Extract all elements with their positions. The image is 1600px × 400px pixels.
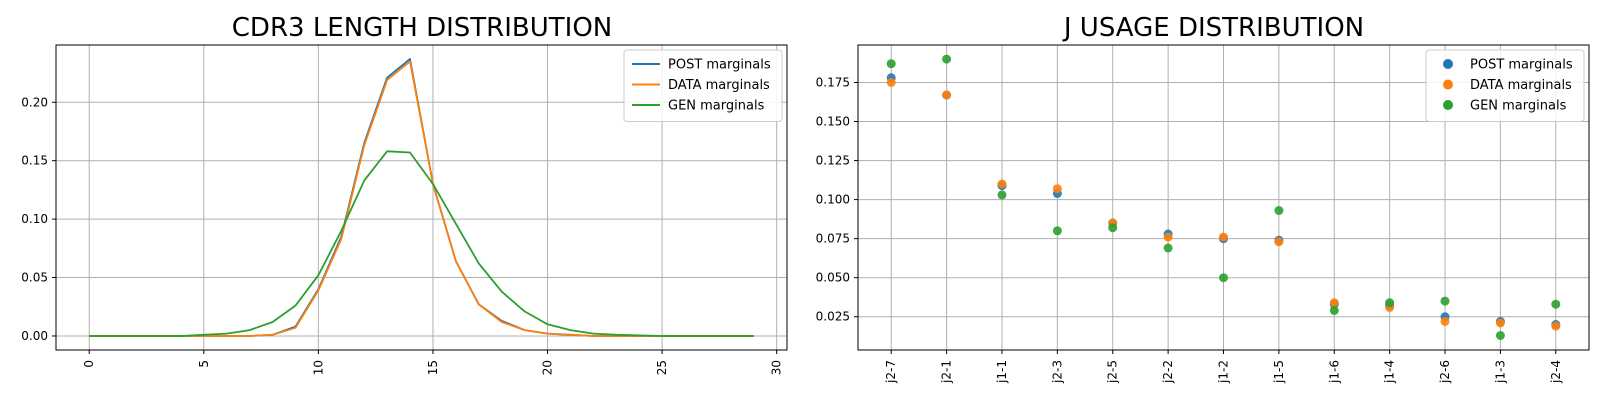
- y-tick-label: 0.15: [21, 154, 48, 168]
- legend-box: [623, 49, 783, 122]
- point-gen-marginals-j1-3: [1495, 331, 1505, 340]
- point-gen-marginals-j1-6: [1329, 306, 1339, 315]
- x-tick-label: j2-1: [940, 360, 954, 384]
- j-usage-chart: J USAGE DISTRIBUTION j2-7 j2-1 j1-1 j2-3 j2-…: [816, 13, 1590, 384]
- x-tick-label: 15: [426, 360, 440, 375]
- point-data-marginals-j2-4: [1551, 321, 1561, 331]
- x-tick-label: j2-5: [1106, 360, 1120, 384]
- point-gen-marginals-j1-2: [1219, 273, 1228, 283]
- legend-box: [1425, 49, 1585, 122]
- x-tick-label: j1-3: [1493, 360, 1507, 384]
- series-line-gen-marginals: [89, 150, 754, 337]
- point-data-marginals-j1-1: [997, 179, 1007, 189]
- x-tick-label: 25: [655, 360, 669, 375]
- legend-label-gen-marginals: GEN marginals: [1470, 99, 1567, 114]
- point-data-marginals-j1-6: [1329, 298, 1339, 308]
- point-data-marginals-j1-3: [1495, 318, 1505, 328]
- x-tick-label: j1-4: [1383, 360, 1397, 384]
- legend-label-gen-marginals: GEN marginals: [668, 99, 765, 114]
- legend-label-data-marginals: DATA marginals: [668, 78, 770, 93]
- y-tick-label: 0.125: [816, 154, 850, 168]
- point-gen-marginals-j1-4: [1385, 298, 1395, 308]
- y-axis-ticks: 0.025 0.050 0.075 0.100 0.125 0.150 0.175: [816, 75, 858, 324]
- x-tick-label: 5: [197, 360, 211, 368]
- legend-label-data-marginals: DATA marginals: [1470, 78, 1572, 93]
- point-gen-marginals-j2-6: [1440, 296, 1450, 306]
- legend-swatch-data-marginals: [1443, 79, 1453, 90]
- x-tick-label: j2-2: [1161, 360, 1175, 384]
- point-gen-marginals-j2-5: [1108, 223, 1118, 233]
- x-tick-label: 30: [770, 360, 784, 375]
- y-tick-label: 0.20: [21, 95, 48, 109]
- plot-marks: [89, 58, 754, 337]
- x-tick-label: j2-3: [1050, 360, 1064, 384]
- x-tick-label: j2-6: [1438, 360, 1452, 384]
- x-tick-label: 0: [82, 360, 96, 368]
- y-tick-label: 0.00: [21, 329, 48, 343]
- point-gen-marginals-j2-4: [1551, 299, 1561, 309]
- point-data-marginals-j1-2: [1219, 232, 1228, 242]
- plot-marks: [886, 54, 1561, 340]
- axes-frame: [55, 44, 788, 351]
- point-data-marginals-j2-7: [886, 78, 896, 87]
- point-data-marginals-j2-6: [1440, 316, 1450, 326]
- point-gen-marginals-j2-1: [942, 54, 952, 64]
- x-tick-label: 10: [311, 360, 325, 375]
- point-gen-marginals-j1-5: [1274, 206, 1284, 215]
- y-tick-label: 0.05: [21, 271, 48, 285]
- point-gen-marginals-j2-3: [1052, 226, 1062, 236]
- chart-legend: POST marginals DATA marginals GEN marginal…: [623, 49, 783, 122]
- x-tick-label: j1-5: [1272, 360, 1286, 384]
- legend-swatch-gen-marginals: [1443, 100, 1453, 110]
- x-tick-label: j1-1: [995, 360, 1009, 384]
- y-tick-label: 0.075: [816, 232, 850, 246]
- y-tick-label: 0.10: [21, 212, 48, 226]
- x-axis-ticks: 0 5 10 15 20 25 30: [82, 350, 784, 375]
- chart-legend: POST marginals DATA marginals GEN marginal…: [1425, 49, 1585, 122]
- y-tick-label: 0.175: [816, 75, 850, 89]
- x-tick-label: j1-6: [1327, 360, 1341, 384]
- x-tick-label: j2-4: [1549, 360, 1563, 384]
- x-tick-label: 20: [541, 360, 555, 375]
- cdr3-length-chart: CDR3 LENGTH DISTRIBUTION 0 5 10 15 20 25 30 0.…: [21, 13, 788, 375]
- point-gen-marginals-j1-1: [997, 190, 1007, 200]
- point-data-marginals-j2-1: [942, 90, 952, 100]
- legend-label-post-marginals: POST marginals: [1470, 58, 1573, 73]
- chart-title: J USAGE DISTRIBUTION: [1062, 13, 1364, 43]
- point-data-marginals-j2-3: [1052, 184, 1062, 194]
- y-tick-label: 0.025: [816, 310, 850, 324]
- point-gen-marginals-j2-2: [1163, 243, 1173, 253]
- point-gen-marginals-j2-7: [886, 59, 896, 69]
- y-axis-ticks: 0.00 0.05 0.10 0.15 0.20: [21, 95, 56, 343]
- y-tick-label: 0.150: [816, 115, 850, 129]
- y-tick-label: 0.100: [816, 193, 850, 207]
- point-data-marginals-j1-5: [1274, 237, 1284, 247]
- x-tick-label: j2-7: [884, 360, 898, 384]
- point-data-marginals-j2-2: [1163, 232, 1173, 242]
- chart-title: CDR3 LENGTH DISTRIBUTION: [232, 13, 612, 43]
- y-tick-label: 0.050: [816, 271, 850, 285]
- legend-label-post-marginals: POST marginals: [668, 58, 771, 73]
- x-tick-label: j1-2: [1217, 360, 1231, 384]
- legend-swatch-post-marginals: [1443, 59, 1453, 69]
- x-axis-ticks: j2-7 j2-1 j1-1 j2-3 j2-5 j2-2 j1-2 j1-5 j1-6 j1-4…: [884, 350, 1563, 384]
